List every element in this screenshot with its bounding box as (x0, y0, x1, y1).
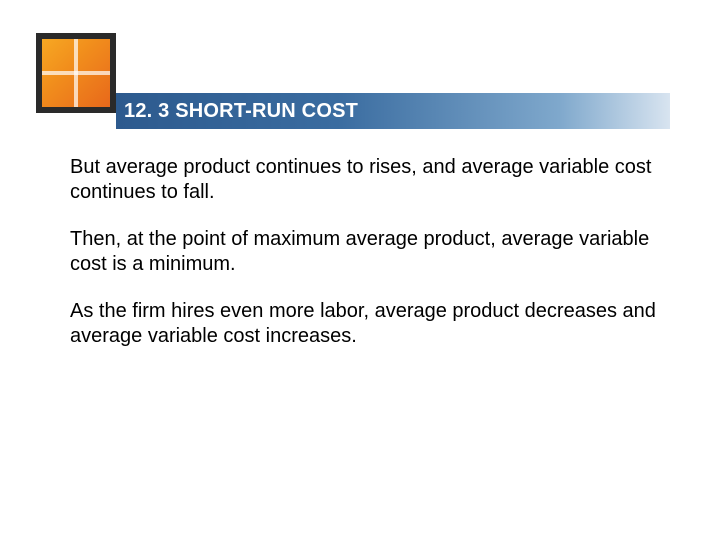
paragraph-3: As the firm hires even more labor, avera… (70, 299, 660, 349)
title-bar: 12. 3 SHORT-RUN COST (116, 93, 670, 129)
paragraph-2: Then, at the point of maximum average pr… (70, 227, 660, 277)
logo (36, 33, 116, 113)
paragraph-1: But average product continues to rises, … (70, 155, 660, 205)
content-area: But average product continues to rises, … (70, 155, 660, 371)
slide-title: 12. 3 SHORT-RUN COST (124, 100, 358, 123)
logo-cross-horizontal (42, 71, 110, 75)
